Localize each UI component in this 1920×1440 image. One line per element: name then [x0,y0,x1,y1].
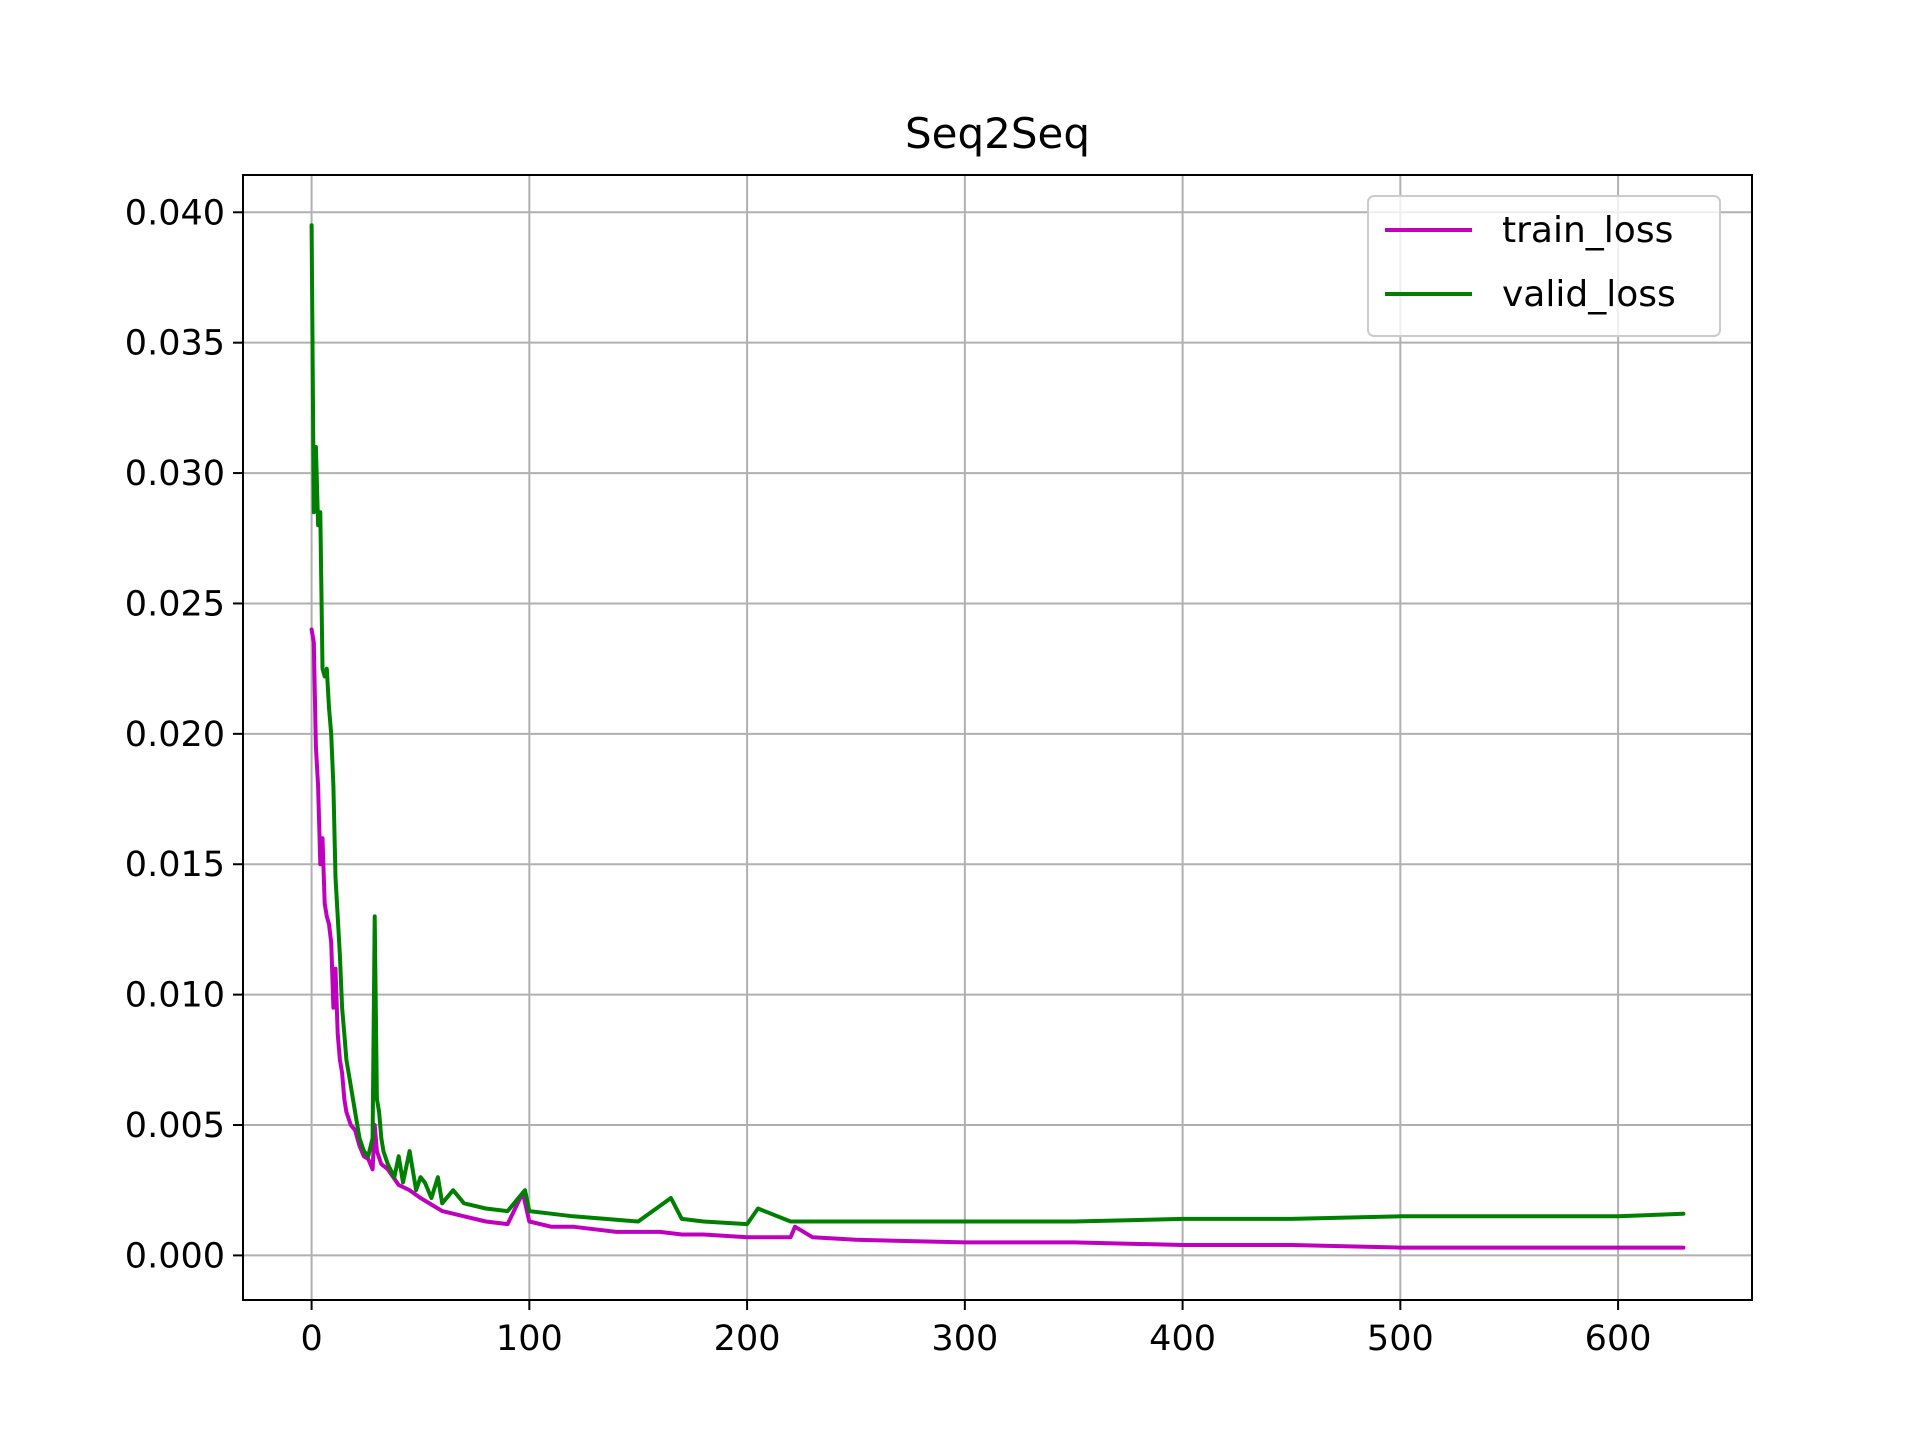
y-tick-label: 0.025 [125,584,225,624]
y-axis: 0.000 0.005 0.010 0.015 0.020 0.025 0.030 0.035… [125,193,243,1276]
grid [243,175,1752,1300]
y-tick-label: 0.040 [125,193,225,233]
legend: train_loss valid_loss [1367,195,1721,337]
y-tick-label: 0.010 [125,976,225,1016]
x-tick-label: 400 [1149,1319,1216,1359]
x-tick-label: 100 [496,1319,563,1359]
chart-title: Seq2Seq [905,109,1090,158]
x-tick-label: 200 [714,1319,781,1359]
series-line-train-loss [309,627,1686,1250]
x-tick-label: 300 [931,1319,998,1359]
x-tick-label: 0 [300,1319,322,1359]
y-tick-label: 0.035 [125,324,225,364]
x-axis: 0 100 200 300 400 500 600 [300,1300,1651,1359]
plot-frame [242,174,1753,1301]
x-tick-label: 600 [1585,1319,1652,1359]
y-tick-label: 0.000 [125,1236,225,1276]
legend-label-valid-loss: valid_loss [1502,274,1676,315]
legend-label-train-loss: train_loss [1502,210,1673,251]
y-tick-label: 0.015 [125,845,225,885]
y-tick-label: 0.030 [125,454,225,494]
series-line-valid-loss [309,223,1686,1227]
x-tick-label: 500 [1367,1319,1434,1359]
y-tick-label: 0.020 [125,715,225,755]
y-tick-label: 0.005 [125,1106,225,1146]
series-layer [309,223,1686,1250]
